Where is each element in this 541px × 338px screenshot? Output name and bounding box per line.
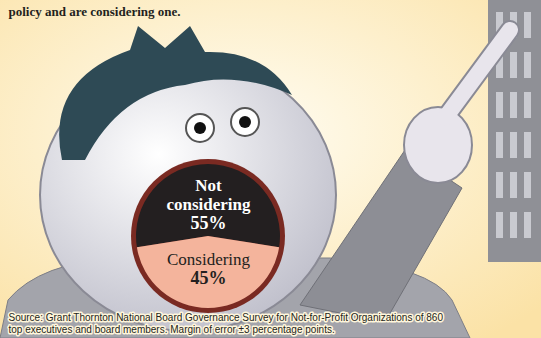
svg-text:considering: considering: [166, 195, 251, 214]
svg-text:Not: Not: [195, 176, 222, 195]
svg-text:Considering: Considering: [167, 250, 251, 269]
svg-text:Source: Grant Thornton Nationa: Source: Grant Thornton National Board Go…: [9, 312, 444, 335]
svg-text:45%: 45%: [191, 268, 227, 288]
svg-text:policy and are considering one: policy and are considering one.: [9, 4, 181, 19]
svg-text:55%: 55%: [191, 213, 227, 233]
